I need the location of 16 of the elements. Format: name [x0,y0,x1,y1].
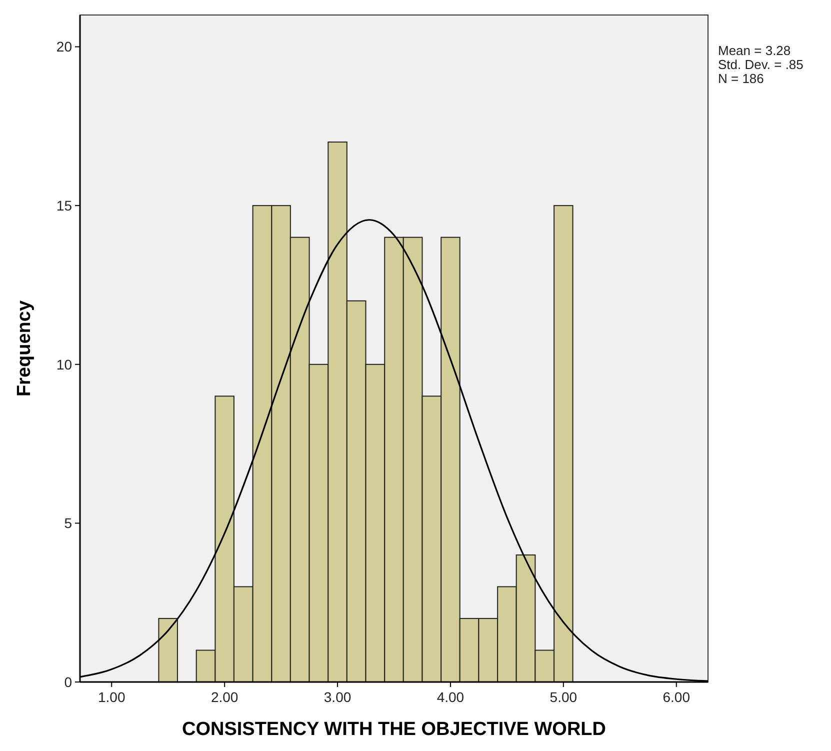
text: Mean = 3.28 [718,43,791,58]
text: Std. Dev. = .85 [718,57,804,72]
y-tick-label: 20 [56,38,72,55]
x-axis-title: CONSISTENCY WITH THE OBJECTIVE WORLD [182,719,606,740]
y-tick-label: 15 [56,197,72,214]
x-tick-label: 1.00 [98,689,126,705]
text: N = 186 [718,71,764,86]
y-tick-label: 0 [64,674,72,690]
y-tick-label: 5 [64,515,72,532]
y-tick-label: 10 [56,356,72,372]
x-tick-label: 5.00 [550,689,578,705]
x-tick-label: 4.00 [436,689,464,705]
x-tick-label: 2.00 [210,689,238,705]
x-tick-label: 6.00 [662,689,690,705]
x-tick-label: 3.00 [324,689,352,705]
y-axis-title: Frequency [14,300,35,397]
